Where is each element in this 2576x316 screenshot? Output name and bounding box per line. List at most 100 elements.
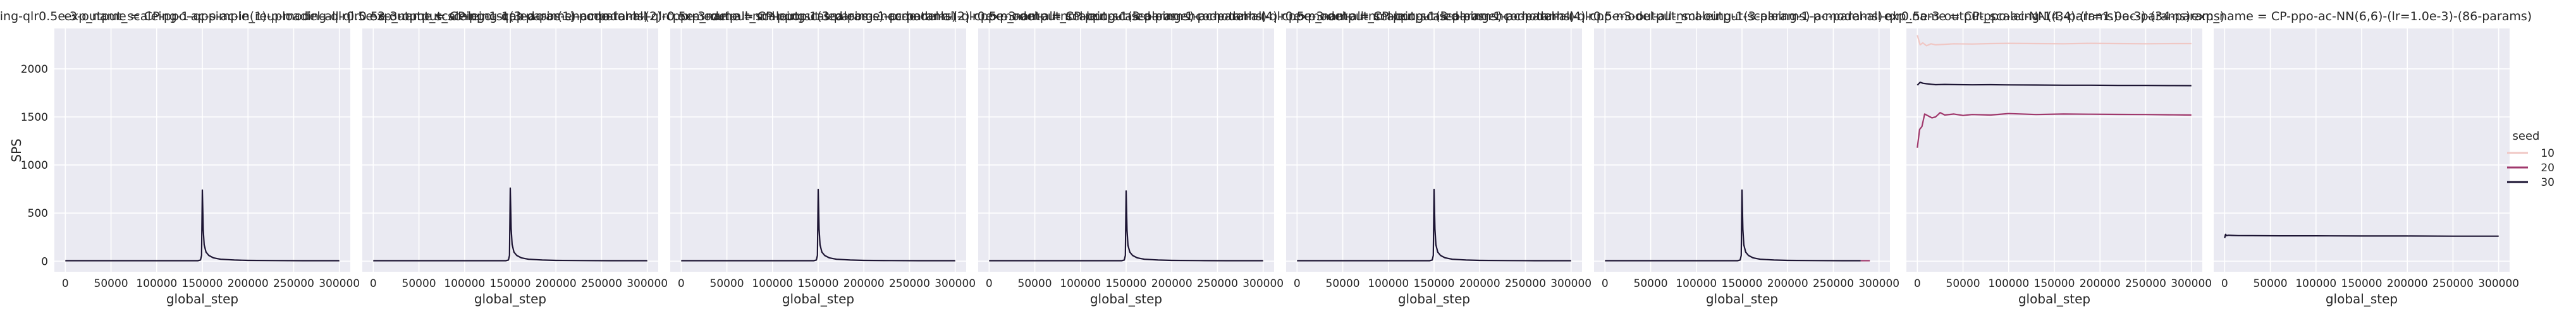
x-tick-label: 150000 xyxy=(490,277,531,290)
series-line-seed-30 xyxy=(65,189,340,262)
legend-label: 20 xyxy=(2541,162,2555,174)
x-tick-label: 300000 xyxy=(319,277,360,290)
x-tick-label: 100000 xyxy=(136,277,177,290)
x-tick-label: 100000 xyxy=(2295,277,2336,290)
x-tick-label: 200000 xyxy=(2080,277,2121,290)
x-tick-label: 250000 xyxy=(1505,277,1546,290)
x-axis-label: global_step xyxy=(166,291,238,307)
x-tick-label: 150000 xyxy=(2341,277,2383,290)
x-tick-label: 250000 xyxy=(581,277,622,290)
x-tick-label: 300000 xyxy=(1550,277,1592,290)
x-tick-label: 200000 xyxy=(1459,277,1500,290)
x-tick-label: 0 xyxy=(1914,277,1921,290)
panel-title: exp_name = CP-ppo-scaled-pos-encode-tanh… xyxy=(1294,9,2191,23)
x-tick-label: 50000 xyxy=(1634,277,1668,290)
legend-label: 30 xyxy=(2541,176,2555,189)
x-tick-label: 150000 xyxy=(1106,277,1147,290)
x-tick-label: 0 xyxy=(1602,277,1609,290)
x-tick-label: 150000 xyxy=(182,277,223,290)
series-line-seed-10 xyxy=(1917,35,2192,47)
x-tick-label: 250000 xyxy=(889,277,930,290)
series-line-seed-30 xyxy=(1605,189,1861,262)
panel-title: exp_name = CP-ppo-scaled-pos-encode-tanh… xyxy=(678,9,1575,23)
x-axis-label: global_step xyxy=(2018,291,2090,307)
x-tick-label: 0 xyxy=(2221,277,2228,290)
x-tick-label: 250000 xyxy=(2432,277,2474,290)
facet-panel-2 xyxy=(362,28,658,272)
x-tick-label: 100000 xyxy=(444,277,485,290)
x-tick-label: 100000 xyxy=(1368,277,1409,290)
x-tick-label: 50000 xyxy=(1326,277,1360,290)
x-tick-label: 100000 xyxy=(1060,277,1101,290)
series-line-seed-30 xyxy=(681,188,955,262)
x-tick-label: 50000 xyxy=(402,277,436,290)
x-tick-label: 300000 xyxy=(2478,277,2519,290)
panel-title: exp_name = CP-ppo-scaled-pos-encode-tanh… xyxy=(370,9,1267,23)
x-tick-label: 200000 xyxy=(536,277,577,290)
x-tick-label: 50000 xyxy=(1018,277,1052,290)
x-tick-label: 100000 xyxy=(752,277,793,290)
series-line-seed-20 xyxy=(1917,112,2192,148)
panel-title: exp_name = CP-ppo-ac-NN(6,6)-(lr=1.0e-3)… xyxy=(2192,9,2532,23)
x-tick-label: 250000 xyxy=(273,277,314,290)
x-axis-label: global_step xyxy=(782,291,854,307)
x-tick-label: 100000 xyxy=(1988,277,2029,290)
y-tick-label: 0 xyxy=(41,255,48,268)
panel-title: exp_name = CP-ppo-ac-NN(4,4)-(lr=1.0e-3)… xyxy=(1884,9,2224,23)
x-tick-label: 300000 xyxy=(1242,277,1284,290)
x-tick-label: 300000 xyxy=(627,277,668,290)
x-tick-label: 100000 xyxy=(1676,277,1717,290)
x-tick-label: 50000 xyxy=(94,277,128,290)
x-tick-label: 150000 xyxy=(1414,277,1455,290)
x-tick-label: 150000 xyxy=(1722,277,1763,290)
facet-panel-7 xyxy=(1906,28,2202,272)
facet-panel-1 xyxy=(54,28,350,272)
x-tick-label: 200000 xyxy=(1151,277,1193,290)
series-line-seed-30 xyxy=(373,187,647,262)
panel-title: exp_name = CP-ppo-ac-simple_reuploading-… xyxy=(64,9,957,23)
x-tick-label: 300000 xyxy=(1858,277,1899,290)
series-line-seed-30 xyxy=(1297,188,1571,262)
panel-title: exp_name = CP-ppo-scaled-pos-encode-tanh… xyxy=(986,9,1883,23)
x-tick-label: 200000 xyxy=(2387,277,2428,290)
x-tick-label: 0 xyxy=(1294,277,1301,290)
x-tick-label: 200000 xyxy=(843,277,885,290)
x-tick-label: 50000 xyxy=(1946,277,1980,290)
x-tick-label: 0 xyxy=(986,277,993,290)
x-axis-label: global_step xyxy=(2326,291,2398,307)
x-axis-label: global_step xyxy=(1706,291,1778,307)
x-tick-label: 0 xyxy=(678,277,685,290)
x-axis-label: global_step xyxy=(474,291,546,307)
x-tick-label: 0 xyxy=(62,277,69,290)
series-line-seed-30 xyxy=(2224,233,2499,238)
y-tick-label: 500 xyxy=(28,207,48,220)
facet-panel-6 xyxy=(1594,28,1890,272)
facet-panel-8 xyxy=(2214,28,2510,272)
y-tick-label: 2000 xyxy=(21,63,48,76)
x-tick-label: 150000 xyxy=(798,277,839,290)
x-tick-label: 250000 xyxy=(2125,277,2166,290)
x-tick-label: 250000 xyxy=(1197,277,1238,290)
x-tick-label: 0 xyxy=(370,277,377,290)
x-tick-label: 200000 xyxy=(228,277,269,290)
facet-panel-5 xyxy=(1286,28,1582,272)
y-axis-label: SPS xyxy=(9,138,24,162)
x-tick-label: 300000 xyxy=(935,277,976,290)
series-line-seed-30 xyxy=(1917,82,2192,87)
x-axis-label: global_step xyxy=(1090,291,1162,307)
panel-title: exp_name = CP-ppo-ac-simple_reuploading-… xyxy=(0,9,648,23)
facet-panel-4 xyxy=(978,28,1274,272)
series-line-seed-30 xyxy=(989,190,1263,262)
x-tick-label: 50000 xyxy=(710,277,744,290)
x-tick-label: 150000 xyxy=(2034,277,2075,290)
y-tick-label: 1500 xyxy=(21,111,48,124)
facet-panel-3 xyxy=(670,28,966,272)
x-axis-label: global_step xyxy=(1398,291,1470,307)
x-tick-label: 250000 xyxy=(1813,277,1854,290)
y-tick-label: 1000 xyxy=(21,159,48,172)
legend-label: 10 xyxy=(2541,147,2555,160)
x-tick-label: 50000 xyxy=(2254,277,2288,290)
x-tick-label: 300000 xyxy=(2171,277,2212,290)
x-tick-label: 200000 xyxy=(1767,277,1808,290)
